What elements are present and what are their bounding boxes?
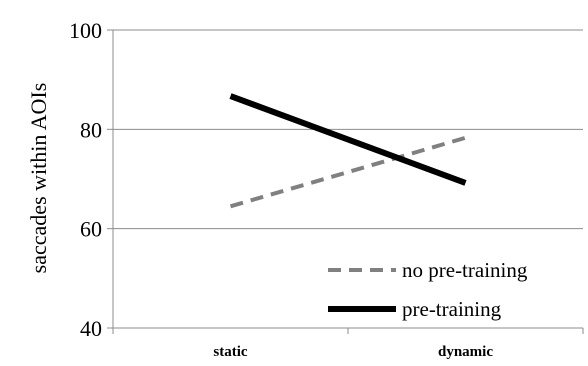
x-tick-label: static [213,344,247,360]
y-tick-label: 80 [80,117,102,142]
axes [107,29,584,334]
series-line-pre-training [229,93,467,186]
series-lines [229,93,467,209]
gridlines [113,29,583,230]
legend-label: no pre-training [402,258,528,282]
legend: no pre-training pre-training [328,258,528,321]
y-tick-label: 100 [69,18,102,43]
y-axis-label: saccades within AOIs [26,83,51,274]
y-tick-label: 40 [80,316,102,341]
x-tick-label: dynamic [438,344,493,360]
labels: saccades within AOIs 40 60 80 100 static dyna… [26,18,493,360]
legend-label: pre-training [402,297,502,321]
y-tick-label: 60 [80,217,102,242]
